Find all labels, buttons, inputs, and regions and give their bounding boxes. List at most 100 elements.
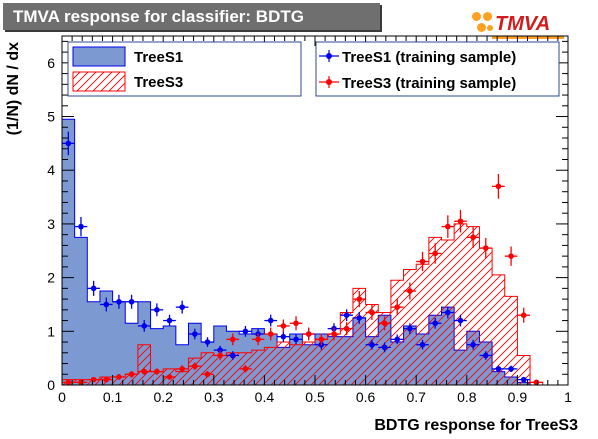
- point-trees1-training: [239, 325, 252, 337]
- point-trees1-training-marker: [495, 366, 502, 372]
- point-trees1-training-marker: [407, 325, 413, 332]
- point-trees3-training-marker: [445, 223, 451, 230]
- point-trees1-training-marker: [432, 320, 438, 327]
- point-trees3-training-marker: [331, 331, 337, 337]
- y-axis-label: (1/N) dN / dx: [5, 42, 22, 135]
- point-trees1-training-marker: [192, 331, 198, 337]
- x-tick-label: 1: [564, 389, 572, 405]
- point-trees3-training-marker: [293, 320, 299, 327]
- point-trees3-training: [226, 333, 240, 346]
- x-tick-label: 0.4: [255, 389, 275, 405]
- point-trees3-training: [416, 251, 429, 272]
- point-trees1-training: [479, 351, 493, 360]
- point-trees1-training-marker: [141, 323, 148, 329]
- x-tick-label: 0.2: [153, 389, 173, 405]
- y-tick-label: 2: [47, 270, 55, 286]
- point-trees3-training-marker: [154, 368, 160, 375]
- x-tick-label: 0.9: [508, 389, 528, 405]
- point-trees3-training-marker: [407, 288, 413, 294]
- point-trees1-training: [264, 314, 278, 327]
- point-trees3-training-marker: [495, 183, 502, 190]
- x-tick-label: 0.3: [204, 389, 224, 405]
- point-trees3-training: [175, 365, 189, 373]
- legend-right: TreeS1 (training sample) TreeS3 (trainin…: [315, 41, 560, 97]
- point-trees3-training: [492, 173, 505, 199]
- point-trees1-training-marker: [280, 333, 287, 340]
- series-trees3-training: [62, 173, 543, 386]
- y-tick-label: 1: [47, 323, 55, 339]
- point-trees3-training: [251, 333, 265, 346]
- point-trees1-training-marker: [520, 376, 527, 383]
- point-trees1-training-marker: [116, 298, 122, 305]
- point-trees1-training-marker: [293, 336, 299, 343]
- point-trees3-training: [163, 374, 176, 380]
- legend-left: TreeS1 TreeS3: [67, 41, 302, 97]
- point-trees3-training: [441, 215, 455, 238]
- point-trees1-training-marker: [78, 223, 84, 230]
- point-trees3-training-marker: [65, 379, 72, 386]
- legend-marker-trees1-training: [326, 53, 332, 59]
- point-trees3-training-marker: [470, 234, 476, 241]
- point-trees3-training: [201, 371, 214, 378]
- point-trees1-training: [289, 334, 303, 345]
- point-trees1-training-marker: [356, 315, 363, 321]
- point-trees3-training-marker: [90, 376, 97, 383]
- y-tick-label: 3: [47, 216, 55, 232]
- point-trees3-training-marker: [520, 312, 527, 319]
- legend-label-trees1-training: TreeS1 (training sample): [342, 49, 516, 66]
- point-trees3-training-marker: [508, 253, 514, 259]
- point-trees1-training: [340, 309, 353, 322]
- point-trees1-training-marker: [204, 339, 211, 345]
- point-trees1-training: [137, 320, 151, 332]
- point-trees1-training-marker: [217, 347, 223, 353]
- point-trees1-training-marker: [419, 341, 426, 348]
- point-trees3-training: [277, 319, 290, 333]
- x-tick-label: 0: [58, 389, 66, 405]
- point-trees1-training-marker: [457, 317, 464, 324]
- point-trees1-training-marker: [154, 307, 160, 313]
- point-trees1-training: [416, 339, 429, 350]
- point-trees1-training-marker: [381, 344, 388, 351]
- point-trees3-training-marker: [267, 331, 274, 337]
- point-trees1-training-marker: [482, 352, 489, 359]
- point-trees1-training-marker: [242, 328, 249, 335]
- point-trees1-training: [365, 339, 379, 350]
- point-trees3-training: [150, 368, 164, 375]
- legend-swatch-trees3: [72, 71, 126, 92]
- point-trees3-training-marker: [482, 245, 489, 251]
- point-trees3-training-marker: [204, 371, 211, 378]
- point-trees3-training: [466, 226, 480, 249]
- point-trees1-training: [62, 131, 75, 156]
- point-trees1-training: [125, 294, 138, 309]
- x-axis-label: BDTG response for TreeS3: [374, 417, 578, 434]
- point-trees3-training-marker: [78, 379, 84, 386]
- y-tick-label: 0: [47, 377, 55, 393]
- x-tick-label: 0.7: [406, 389, 426, 405]
- point-trees3-training: [327, 327, 341, 341]
- point-trees3-training: [454, 209, 467, 233]
- point-trees3-training: [137, 368, 151, 375]
- point-trees1-training: [163, 314, 176, 327]
- series-trees1-training: [62, 131, 531, 383]
- point-trees3-training: [264, 327, 278, 341]
- point-trees3-training-marker: [280, 323, 287, 329]
- point-trees3-training: [99, 376, 113, 383]
- point-trees3-training-marker: [457, 218, 464, 225]
- point-trees3-training: [479, 237, 493, 259]
- point-trees1-training: [403, 323, 417, 334]
- point-trees1-training-marker: [343, 312, 350, 319]
- point-trees1-training-marker: [90, 285, 97, 292]
- point-trees1-training: [504, 365, 518, 373]
- point-trees3-training-marker: [255, 336, 261, 343]
- point-trees1-training-marker: [166, 317, 173, 324]
- point-trees1-training-marker: [103, 301, 110, 308]
- legend-label-trees3-training: TreeS3 (training sample): [342, 75, 516, 92]
- point-trees3-training: [112, 374, 126, 380]
- y-tick-label: 5: [47, 109, 55, 125]
- point-trees3-training-marker: [419, 258, 426, 265]
- point-trees1-training: [492, 365, 505, 373]
- point-trees3-training-marker: [533, 379, 540, 386]
- point-trees3-training-marker: [356, 296, 363, 302]
- point-trees1-training: [352, 311, 366, 324]
